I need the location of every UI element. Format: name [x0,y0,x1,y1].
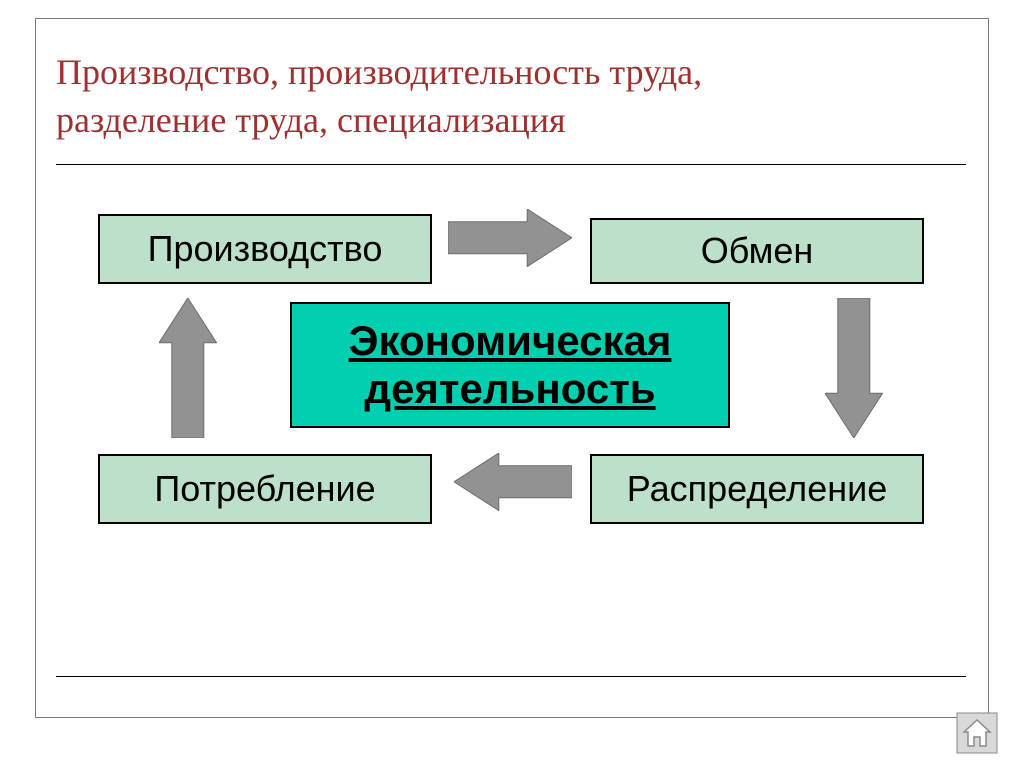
divider-bottom [56,676,966,677]
node-consumption: Потребление [98,454,432,524]
node-distribution: Распределение [590,454,924,524]
home-icon [956,712,998,754]
page-title: Производство, производительность труда, … [56,48,702,144]
node-exchange-label: Обмен [701,230,813,272]
arrow-consumption-production [159,298,217,438]
arrow-exchange-distribution [825,298,883,438]
node-center: Экономическая деятельность [290,302,730,428]
node-distribution-label: Распределение [627,468,887,510]
node-consumption-label: Потребление [154,468,375,510]
slide: Производство, производительность труда, … [0,0,1024,767]
arrow-distribution-consumption [454,453,572,511]
arrow-production-exchange [448,209,572,267]
title-line-1: Производство, производительность труда, [56,48,702,96]
node-center-label-1: Экономическая [349,317,672,365]
node-center-label-2: деятельность [364,365,655,413]
home-button[interactable] [956,712,998,754]
title-line-2: разделение труда, специализация [56,96,702,144]
divider-top [56,164,966,165]
node-exchange: Обмен [590,218,924,284]
node-production-label: Производство [148,228,383,270]
node-production: Производство [98,214,432,284]
